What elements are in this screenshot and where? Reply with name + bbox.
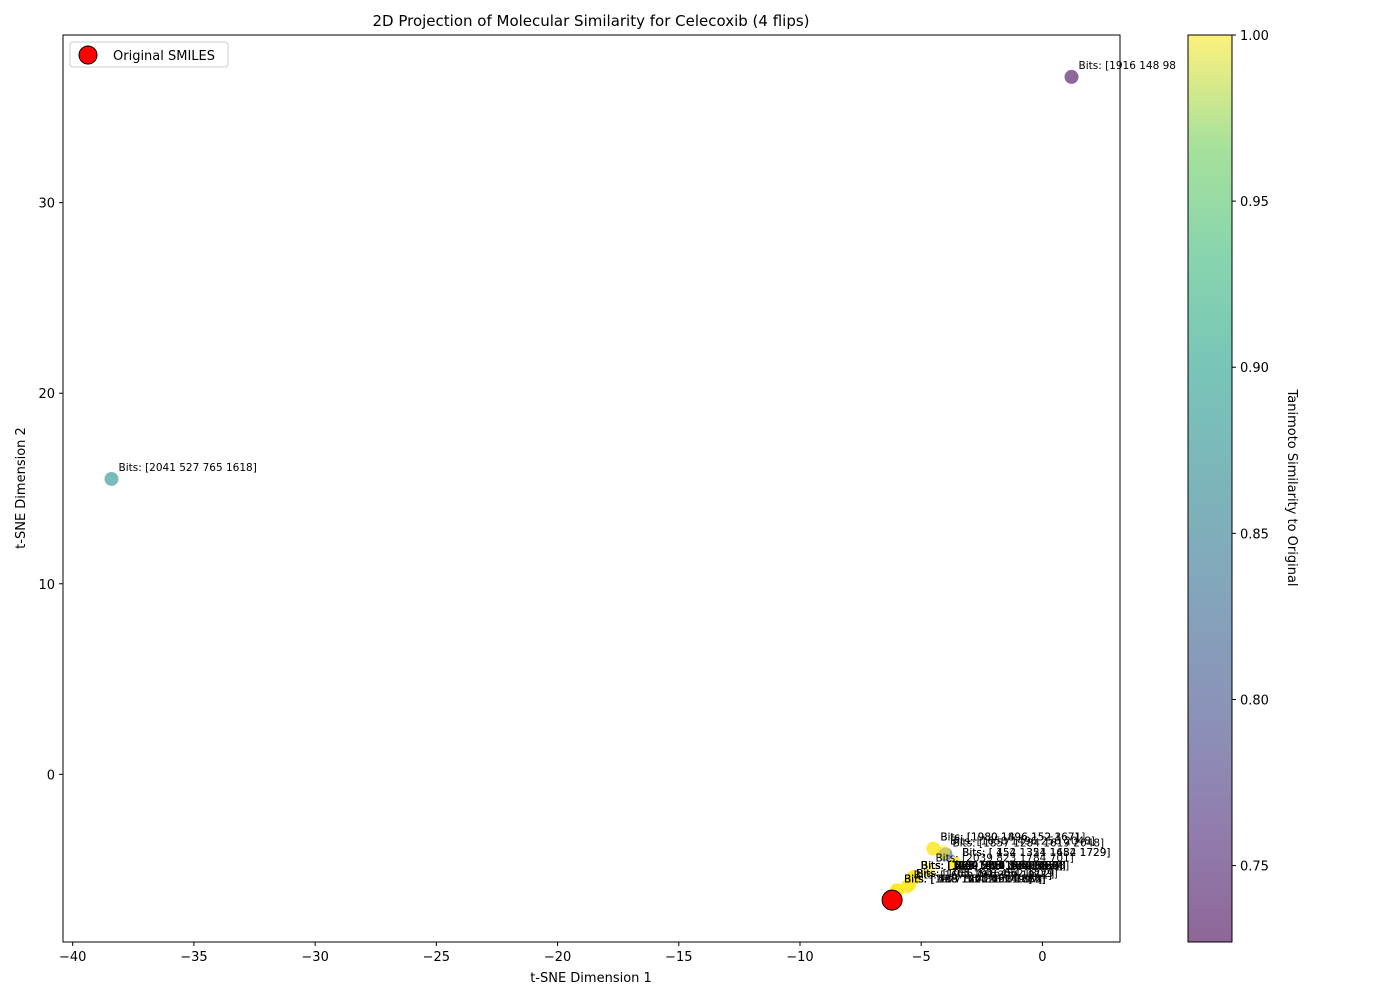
point-annotation-17: Bits: [ 738 1654 1321 498] — [921, 860, 1063, 872]
colorbar-tick-label: 0.85 — [1240, 527, 1269, 542]
colorbar-tick-label: 0.95 — [1240, 195, 1269, 210]
y-tick-label: 0 — [47, 768, 55, 783]
colorbar-tick-label: 0.75 — [1240, 860, 1269, 875]
point-annotation-20: Bits: [ 389 1896 527 1380] — [921, 860, 1063, 872]
point-annotation-21: Bits: [ 765 1916 652 1229] — [916, 868, 1058, 880]
point-annotation-23: Bits: [1671 701 329 1911] — [914, 870, 1052, 882]
point-annotation-14: Bits: [ 329 1820 1035 152] — [921, 860, 1063, 872]
point-annotation-7: Bits: [ 152 1354 1654 1729] — [962, 847, 1110, 859]
y-axis-ticks: 0 10 20 30 — [38, 197, 63, 783]
legend-original-label: Original SMILES — [113, 49, 215, 64]
y-tick-label: 10 — [38, 578, 55, 593]
point-annotation-25: Bits: [1977 354 285 1917] — [904, 874, 1042, 886]
point-annotation-0: Bits: [1916 148 98 — [1079, 60, 1176, 72]
point-annotation-28: Bits: [ 733 1820 491 1784] — [904, 874, 1046, 886]
chart-title: 2D Projection of Molecular Similarity fo… — [372, 12, 809, 30]
legend: Original SMILES — [69, 41, 229, 68]
x-tick-label: −30 — [301, 950, 328, 965]
colorbar-label: Tanimoto Similarity to Original — [1284, 388, 1299, 586]
data-point-1 — [104, 471, 119, 486]
colorbar-gradient — [1188, 35, 1232, 942]
point-annotation-24: Bits: [ 498 1740 1024 873] — [904, 874, 1046, 886]
colorbar-border — [1187, 34, 1233, 943]
point-annotation-3: Bits: [1980 1496 152 367] — [940, 832, 1078, 844]
colorbar-tick-label: 0.80 — [1240, 693, 1269, 708]
x-tick-label: −35 — [180, 950, 207, 965]
point-annotation-16: Bits: [1740 256 1917 583] — [921, 860, 1059, 872]
marker-layer — [104, 69, 1079, 911]
plot-area: Bits: [1916 148 98 Bits: [2041 527 765 16… — [62, 34, 1176, 943]
legend-frame — [69, 41, 229, 68]
x-tick-label: 0 — [1038, 950, 1046, 965]
point-annotation-22: Bits: [1035 148 454 1802] — [916, 868, 1054, 880]
x-tick-label: −10 — [786, 950, 813, 965]
point-annotation-15: Bits: [ 491 1618 870 1284] — [921, 860, 1063, 872]
legend-original-marker — [78, 45, 98, 65]
original-smiles-marker — [881, 889, 903, 911]
data-point-8 — [921, 862, 936, 877]
point-annotation-13: Bits: [1229 733 1662 915] — [921, 860, 1059, 872]
point-annotation-9: Bits: [1650 389 1496 652] — [921, 860, 1059, 872]
x-tick-label: −25 — [423, 950, 450, 965]
data-point-0 — [1064, 69, 1079, 84]
point-annotation-27: Bits: [ 519 1471 650 1662] — [904, 874, 1046, 886]
point-annotation-5: Bits: [1650 1496 256 2048] — [950, 835, 1095, 847]
x-tick-label: −15 — [665, 950, 692, 965]
colorbar: 0.75 0.80 0.85 0.90 0.95 1.00 Tanimoto Simila… — [1187, 29, 1299, 943]
data-point-5 — [936, 845, 951, 860]
point-annotation-19: Bits: [ 285 1857 1650 720] — [921, 860, 1063, 872]
point-annotation-11: Bits: [1024 519 1380 367] — [921, 860, 1059, 872]
point-annotation-4: Bits: [1857 1284 1619 2048] — [952, 837, 1104, 849]
point-annotation-8: Bits: [2039 823 1784 701] — [935, 853, 1073, 865]
y-tick-label: 20 — [38, 387, 55, 402]
point-annotation-18: Bits: [1482 915 1284 1977] — [921, 860, 1066, 872]
x-axis-label: t-SNE Dimension 1 — [530, 971, 652, 986]
point-annotation-10: Bits: [ 873 1911 354 1729] — [921, 860, 1063, 872]
plot-border — [62, 34, 1121, 943]
colorbar-tick-label: 1.00 — [1240, 29, 1269, 44]
y-axis-label: t-SNE Dimension 2 — [14, 427, 29, 549]
y-tick-label: 30 — [38, 197, 55, 212]
colorbar-ticks: 0.75 0.80 0.85 0.90 0.95 1.00 — [1232, 29, 1269, 875]
colorbar-tick-label: 0.90 — [1240, 361, 1269, 376]
point-annotation-26: Bits: [ 583 720 870 738] — [904, 874, 1032, 886]
x-tick-label: −40 — [59, 950, 86, 965]
point-annotation-12: Bits: [ 650 1471 1802 2048] — [921, 860, 1069, 872]
annotation-layer: Bits: [1916 148 98 Bits: [2041 527 765 16… — [118, 60, 1176, 886]
x-axis-ticks: −40 −35 −30 −25 −20 −15 −10 −5 0 — [59, 942, 1047, 965]
point-annotation-1: Bits: [2041 527 765 1618] — [118, 462, 256, 474]
x-tick-label: −5 — [912, 950, 931, 965]
data-point-7 — [948, 856, 963, 871]
plot-frame — [63, 35, 1120, 942]
point-annotation-6: Bits: [ 454 1321 1482 1729] — [962, 847, 1110, 859]
point-annotation-2: Bits: [1980 1896 152 1671] — [940, 832, 1085, 844]
x-tick-label: −20 — [544, 950, 571, 965]
